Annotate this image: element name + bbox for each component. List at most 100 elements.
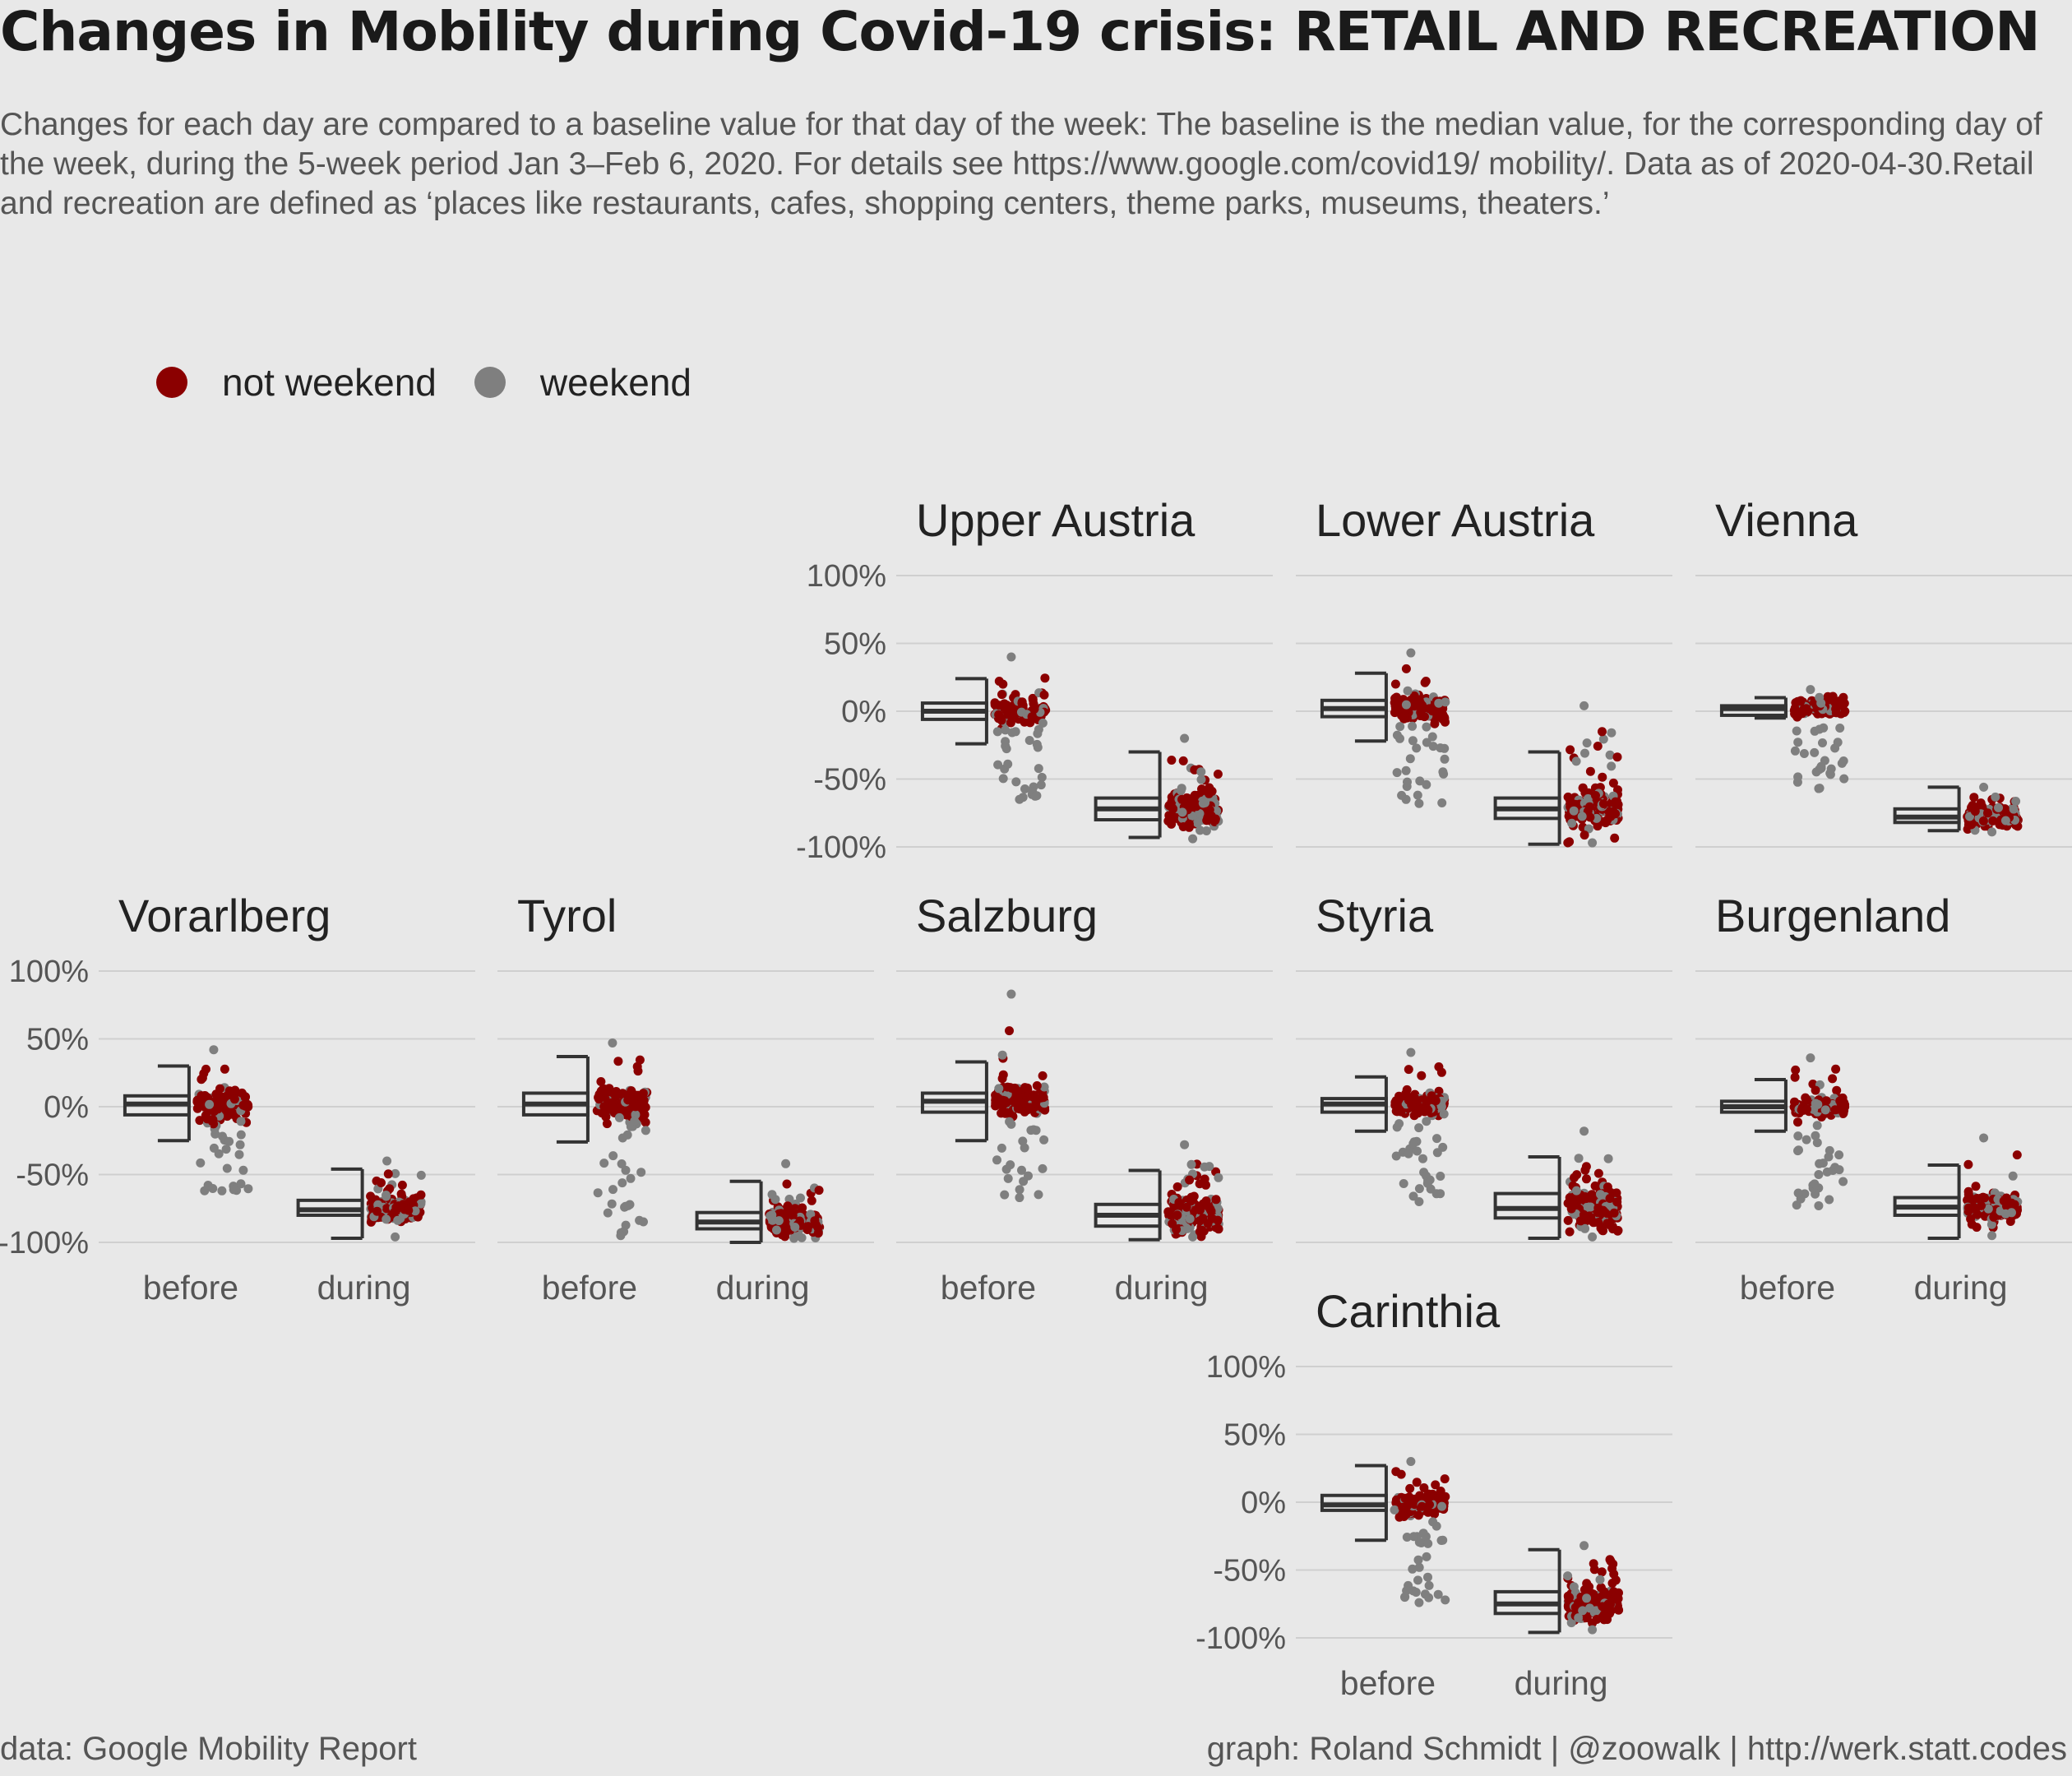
point-weekend [1991,792,2000,802]
point-not-weekend [1999,1196,2009,1205]
y-tick-label: 100% [1206,1350,1286,1385]
point-not-weekend [1005,1026,1014,1036]
point-weekend [796,1193,805,1203]
point-weekend [1397,790,1407,800]
point-not-weekend [1172,1224,1182,1234]
point-weekend [416,1199,426,1209]
point-weekend [1420,1589,1430,1599]
point-not-weekend [1204,789,1214,798]
point-weekend [1812,1121,1822,1131]
point-weekend [1415,776,1425,786]
point-not-weekend [1394,1095,1404,1104]
point-weekend [774,1216,784,1226]
point-weekend [1408,736,1418,746]
point-not-weekend [1983,808,1992,818]
point-not-weekend [1789,705,1799,715]
point-weekend [636,1168,646,1177]
point-weekend [229,1185,238,1195]
point-weekend [1422,1117,1431,1126]
point-not-weekend [1790,1097,1799,1107]
panel-tyrol: Tyrol before during [497,890,874,1307]
point-not-weekend [1579,1209,1589,1219]
boxplot-during [296,1167,364,1241]
point-weekend [1813,1099,1823,1109]
point-weekend [1793,738,1803,747]
point-weekend [1987,827,1997,837]
y-tick-label: 50% [1223,1418,1286,1453]
point-weekend [1200,1162,1209,1172]
point-not-weekend [197,1091,206,1101]
y-tick-label: -100% [1196,1621,1286,1656]
point-not-weekend [1565,1593,1574,1603]
point-not-weekend [1609,1208,1619,1218]
point-not-weekend [1196,1205,1205,1215]
point-not-weekend [1213,770,1223,779]
point-weekend [1439,1109,1449,1119]
point-weekend [603,1208,613,1218]
point-weekend [1979,782,1989,792]
point-weekend [1432,1148,1442,1158]
point-not-weekend [1436,1067,1446,1077]
points-during [366,1156,426,1242]
point-weekend [772,1225,781,1235]
boxplot-during [1094,750,1162,839]
point-weekend [1427,732,1437,742]
point-not-weekend [396,1189,406,1199]
point-weekend [235,1140,245,1149]
point-weekend [992,1155,1001,1165]
point-not-weekend [1423,1105,1433,1115]
point-not-weekend [201,1064,210,1074]
y-tick-label: 50% [824,627,886,662]
point-weekend [1424,1580,1434,1590]
point-weekend [1003,759,1013,769]
point-weekend [1579,1541,1589,1551]
point-weekend [1793,1188,1803,1198]
point-not-weekend [1394,1104,1404,1114]
point-weekend [1834,1165,1844,1175]
boxplot-before [521,1054,590,1144]
point-weekend [1432,1134,1441,1144]
point-weekend [1825,770,1835,779]
point-weekend [1585,1202,1595,1212]
point-not-weekend [1189,1191,1199,1201]
y-tick-label: -50% [1213,1554,1286,1589]
point-not-weekend [1611,797,1621,807]
point-not-weekend [1185,801,1195,811]
legend-item-not-weekend: not weekend [156,360,437,405]
point-not-weekend [1404,1492,1414,1502]
points-during [1963,1133,2023,1241]
point-not-weekend [1831,704,1841,714]
point-weekend [1006,1160,1015,1170]
point-weekend [1793,1146,1802,1156]
point-not-weekend [229,1094,239,1104]
point-not-weekend [1583,1584,1593,1593]
point-not-weekend [1399,1512,1409,1521]
points-during [1163,1140,1223,1242]
point-weekend [1408,1191,1418,1201]
point-not-weekend [1566,1204,1576,1214]
point-weekend [1607,728,1616,738]
point-weekend [1401,765,1411,775]
point-not-weekend [1565,1227,1575,1237]
point-weekend [205,1099,215,1109]
point-weekend [1034,1190,1043,1200]
point-not-weekend [1582,1174,1591,1184]
point-not-weekend [1793,1117,1802,1127]
point-not-weekend [640,1110,650,1120]
boxplot-before [920,677,988,746]
point-weekend [639,1217,648,1227]
x-tick-label-before: before [143,1269,238,1307]
caption-source: data: Google Mobility Report [0,1731,417,1767]
point-weekend [1032,739,1042,749]
point-weekend [1431,1521,1441,1531]
point-not-weekend [1612,752,1622,762]
point-not-weekend [1412,1478,1422,1487]
point-weekend [1006,652,1016,662]
point-not-weekend [1178,756,1188,765]
x-tick-label-before: before [542,1269,637,1307]
point-weekend [1418,1154,1427,1163]
point-weekend [1580,748,1589,758]
point-weekend [1824,1152,1834,1162]
point-not-weekend [1390,679,1400,689]
point-weekend [238,1165,248,1175]
